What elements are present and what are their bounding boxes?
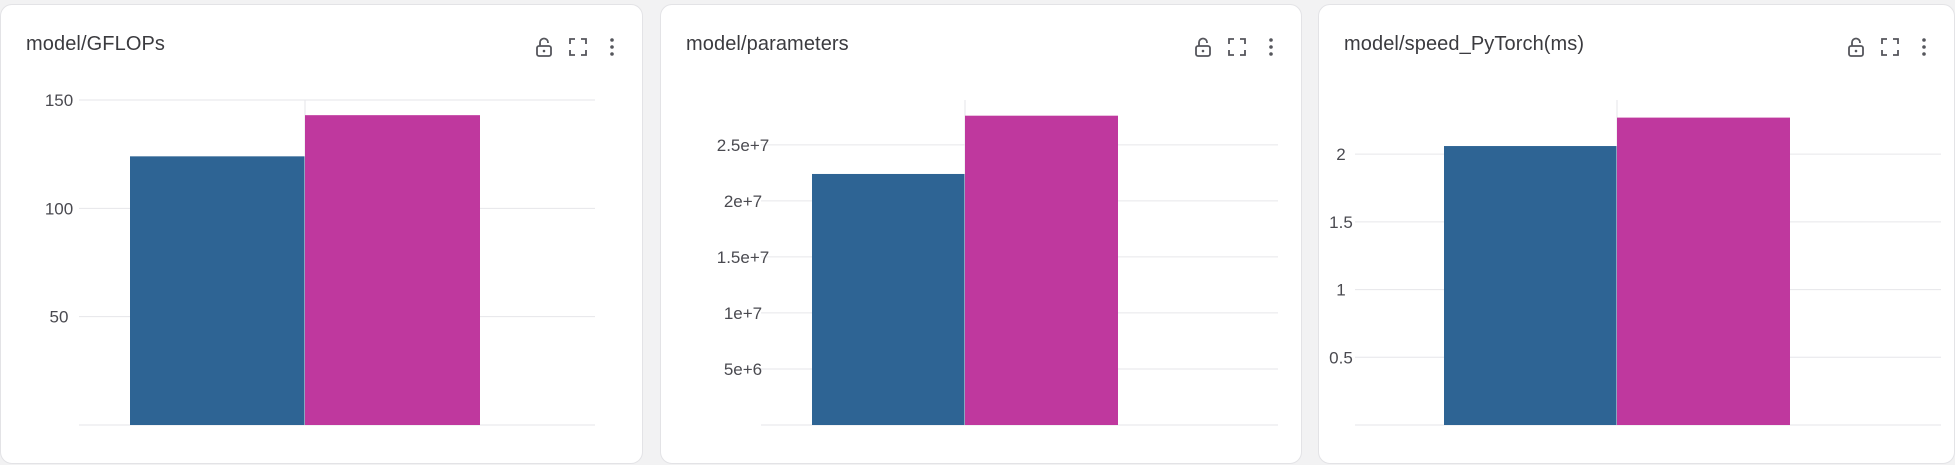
y-tick-label: 0.5 [1329,348,1353,367]
y-tick-label: 1.5 [1329,213,1353,232]
bar-chart-gflops: 50 100 150 [45,91,595,426]
chart-panel-parameters: model/parameters 5e+6 1e+7 1.5e+7 2e+7 2.5e+… [660,4,1302,464]
unlock-icon[interactable] [532,35,556,59]
bar [1444,146,1617,425]
kebab-menu-icon[interactable] [1912,35,1936,59]
y-tick-label: 5e+6 [724,360,762,379]
bar [812,173,965,425]
y-tick-label: 2 [1336,145,1345,164]
y-tick-label: 2e+7 [724,192,762,211]
kebab-menu-icon[interactable] [1259,35,1283,59]
panel-title: model/speed_PyTorch(ms) [1344,33,1585,55]
bar [965,115,1118,426]
panel-title: model/GFLOPs [26,33,166,55]
chart-panel-speed: model/speed_PyTorch(ms) 0.5 1 1.5 2 [1318,4,1955,464]
unlock-icon[interactable] [1191,35,1215,59]
y-tick-label: 150 [45,91,73,110]
bar [1617,117,1790,426]
kebab-menu-icon[interactable] [600,35,624,59]
y-tick-label: 1 [1336,281,1345,300]
y-tick-label: 1.5e+7 [717,248,769,267]
bar [130,156,305,426]
y-tick-label: 2.5e+7 [717,136,769,155]
y-tick-label: 100 [45,199,73,218]
bar-chart-parameters: 5e+6 1e+7 1.5e+7 2e+7 2.5e+7 [717,100,1278,426]
fullscreen-icon[interactable] [1878,35,1902,59]
panel-toolbar [532,35,624,59]
fullscreen-icon[interactable] [1225,35,1249,59]
panel-title: model/parameters [686,33,849,55]
chart-panel-gflops: model/GFLOPs 50 100 150 [0,4,643,464]
y-tick-label: 1e+7 [724,304,762,323]
panel-toolbar [1191,35,1283,59]
fullscreen-icon[interactable] [566,35,590,59]
bar-chart-speed: 0.5 1 1.5 2 [1329,100,1941,426]
y-tick-label: 50 [50,308,69,327]
unlock-icon[interactable] [1844,35,1868,59]
panel-toolbar [1844,35,1936,59]
bar [305,115,480,426]
